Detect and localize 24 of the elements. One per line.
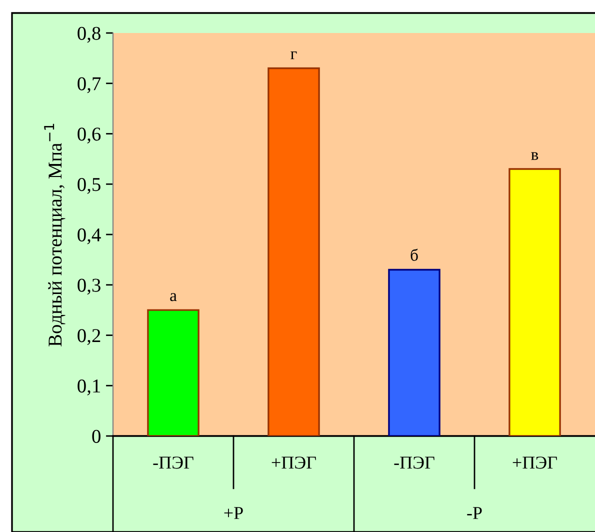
x-tick-label: -ПЭГ xyxy=(394,456,434,469)
bar xyxy=(268,67,320,436)
data-label: а xyxy=(170,293,177,302)
y-tick-label: 0,8 xyxy=(78,26,100,43)
y-tick-label: 0,5 xyxy=(78,178,100,194)
text: +P xyxy=(224,507,243,519)
bar xyxy=(147,309,200,436)
y-axis-title: Водный потенциал, Мпа$^{−1}$ xyxy=(44,124,66,346)
data-label: б xyxy=(410,248,418,261)
x-tick-label: -ПЭГ xyxy=(153,456,194,469)
y-tick-label: 0,2 xyxy=(78,329,100,345)
y-tick-label: 0,6 xyxy=(78,128,101,144)
data-label: в xyxy=(531,152,538,160)
bar xyxy=(388,268,440,436)
y-tick-label: 0,4 xyxy=(78,228,101,244)
text: -P xyxy=(467,507,482,519)
data-label: г xyxy=(290,52,297,60)
bar xyxy=(508,168,561,436)
y-tick-label: 0,7 xyxy=(78,77,101,94)
y-tick-label: 0,3 xyxy=(78,278,100,295)
y-tick-label: 0,1 xyxy=(78,379,100,396)
x-tick-label: +ПЭГ xyxy=(272,456,316,469)
y-tick-label: 0 xyxy=(92,430,100,443)
x-tick-label: +ПЭГ xyxy=(512,456,557,469)
